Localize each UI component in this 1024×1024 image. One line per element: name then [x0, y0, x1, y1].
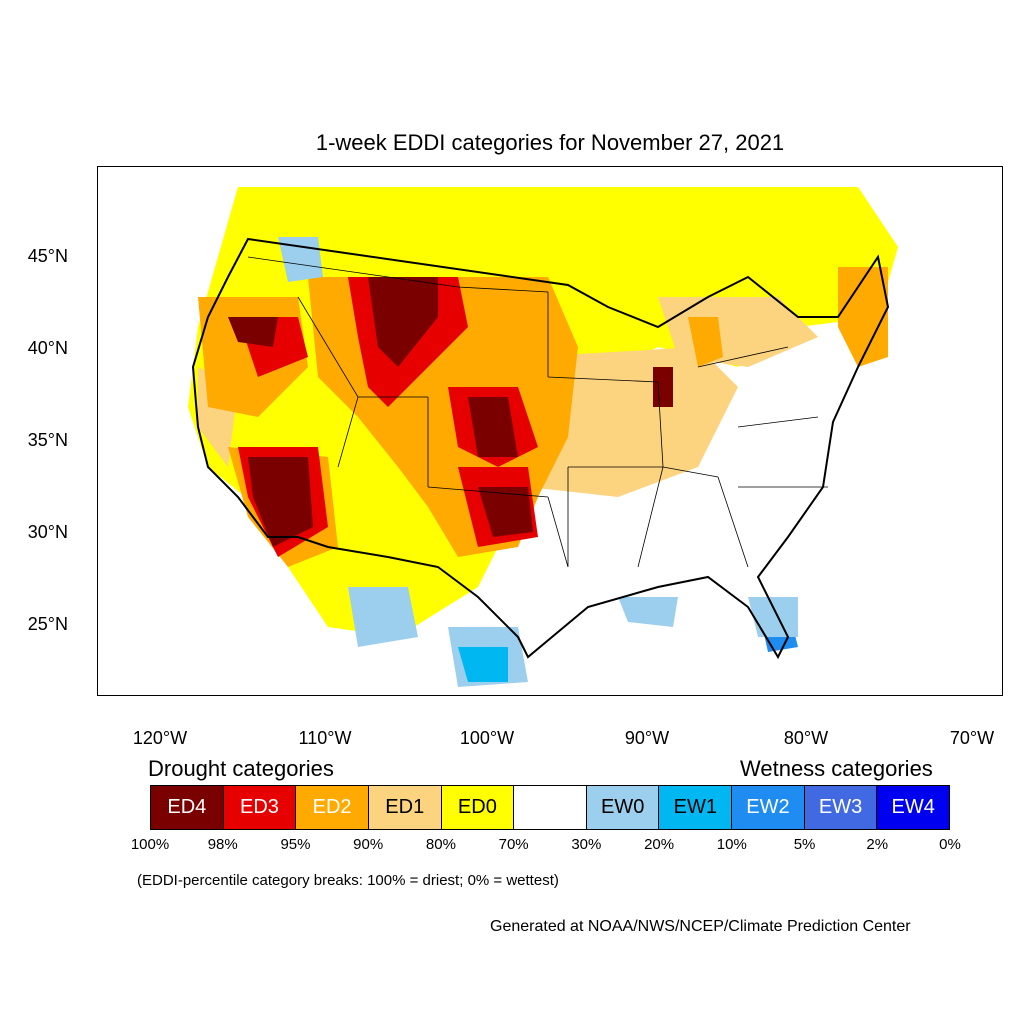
break-note: (EDDI-percentile category breaks: 100% =…: [137, 872, 559, 889]
legend-swatch-neutral: [514, 786, 587, 829]
legend-swatch-ew0: EW0: [586, 786, 660, 829]
drought-categories-title: Drought categories: [148, 756, 334, 781]
legend-swatch-ew4: EW4: [877, 786, 950, 829]
legend-swatch-ed3: ED3: [223, 786, 297, 829]
percentile-break: 2%: [866, 836, 889, 853]
map-title: 1-week EDDI categories for November 27, …: [315, 130, 785, 155]
lon-label-100: 100°W: [459, 728, 515, 748]
map-panel: [97, 166, 1003, 696]
lon-label-90: 90°W: [624, 728, 670, 748]
lat-label-40: 40°N: [27, 338, 68, 358]
percentile-break: 5%: [793, 836, 816, 853]
lat-label-35: 35°N: [27, 430, 68, 450]
percentile-break: 98%: [207, 836, 238, 853]
legend-swatch-ew1: EW1: [659, 786, 733, 829]
percentile-break: 100%: [130, 836, 170, 853]
boundaries: [191, 237, 890, 660]
legend-swatch-ew3: EW3: [804, 786, 878, 829]
category-fills: [188, 187, 898, 687]
category-legend: ED4 ED3 ED2 ED1 ED0 EW0 EW1 EW2 EW3 EW4: [150, 785, 950, 830]
lon-label-110: 110°W: [298, 728, 352, 748]
lat-label-30: 30°N: [27, 522, 68, 542]
percentile-break: 70%: [498, 836, 529, 853]
percentile-break: 30%: [571, 836, 602, 853]
percentile-break: 90%: [353, 836, 384, 853]
legend-swatch-ed1: ED1: [368, 786, 442, 829]
percentile-break: 10%: [716, 836, 747, 853]
legend-swatch-ed0: ED0: [441, 786, 515, 829]
legend-swatch-ew2: EW2: [732, 786, 805, 829]
percentile-break: 95%: [280, 836, 311, 853]
lat-label-25: 25°N: [27, 614, 68, 634]
lon-label-120: 120°W: [132, 728, 188, 748]
lat-label-45: 45°N: [27, 246, 68, 266]
legend-swatch-ed2: ED2: [296, 786, 369, 829]
lon-label-80: 80°W: [783, 728, 829, 748]
legend-swatch-ed4: ED4: [151, 786, 224, 829]
percentile-break: 80%: [425, 836, 456, 853]
eddi-map: [188, 187, 898, 687]
percentile-break: 0%: [939, 836, 961, 853]
wetness-categories-title: Wetness categories: [740, 756, 933, 781]
percentile-break: 20%: [644, 836, 675, 853]
lon-label-70: 70°W: [949, 728, 995, 748]
credit-line: Generated at NOAA/NWS/NCEP/Climate Predi…: [490, 918, 911, 935]
